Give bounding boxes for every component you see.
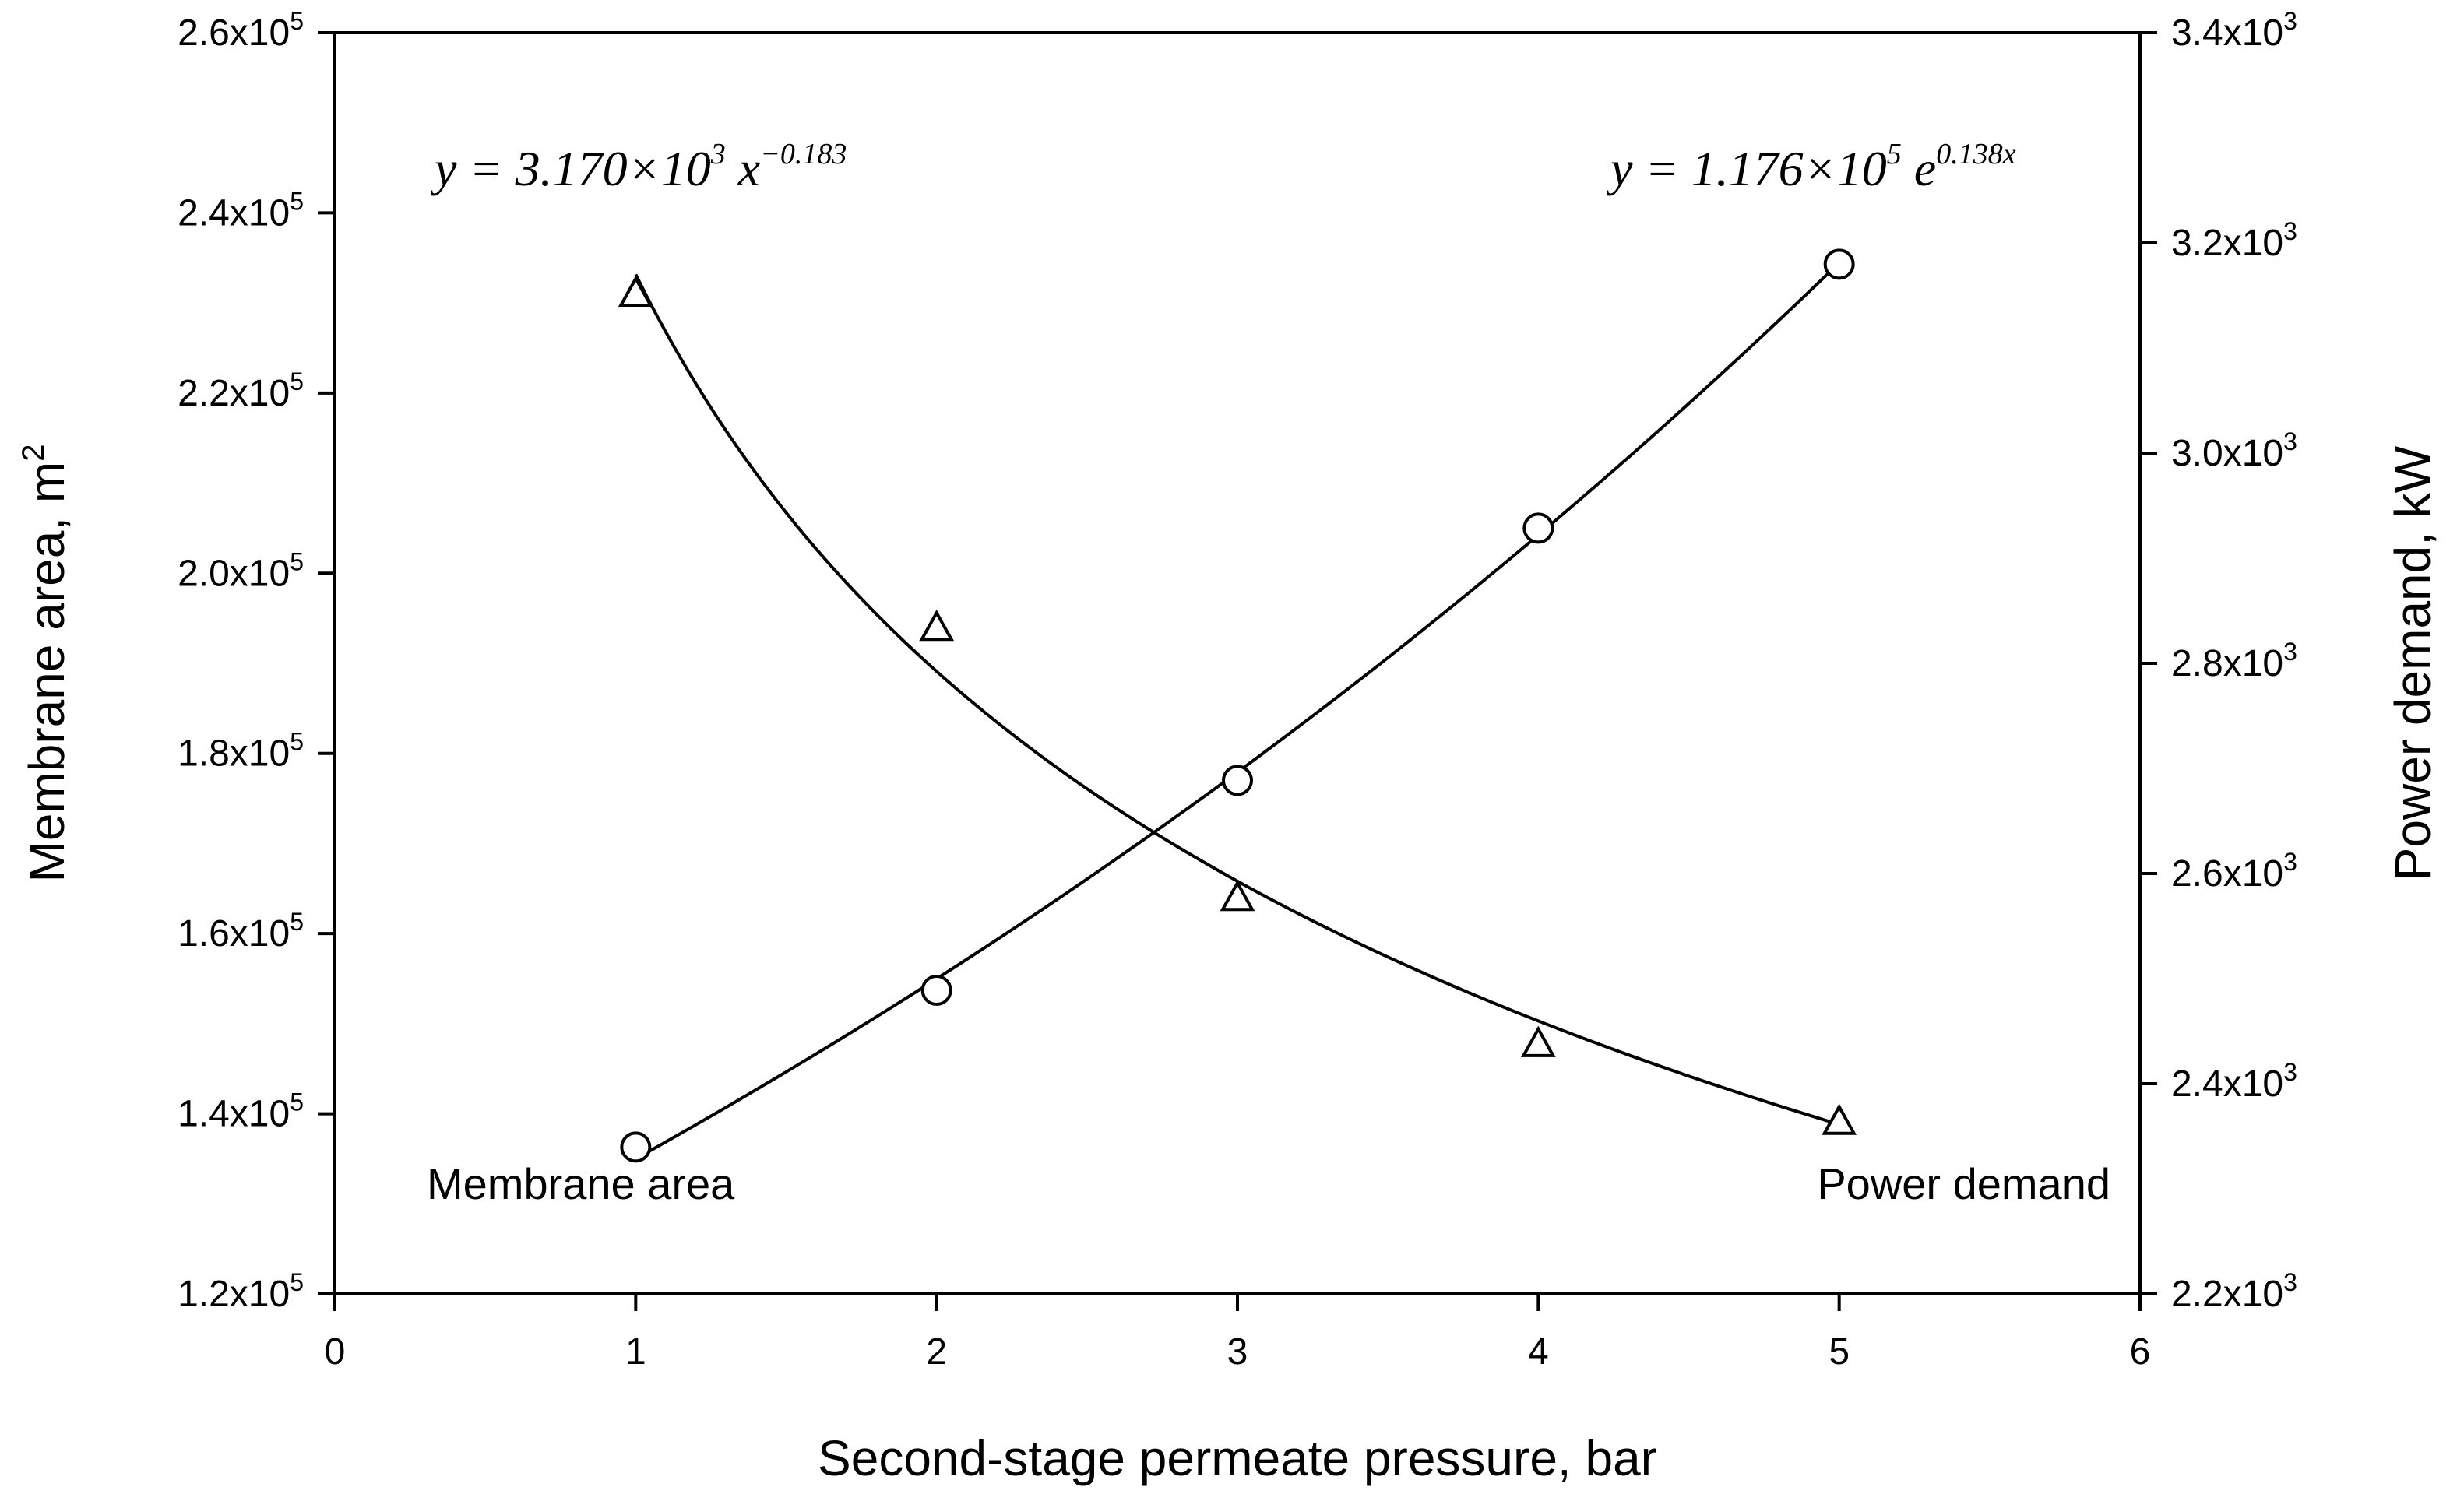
left-tick-label: 1.2x105 (178, 1268, 304, 1315)
x-tick-label: 1 (625, 1331, 646, 1373)
membrane-area-point (1522, 512, 1554, 544)
membrane-area-point (1222, 765, 1253, 796)
right-axis-ticks: 2.2x103 2.4x103 2.6x103 2.8x103 3.0x103 3.2x1… (2140, 7, 2297, 1315)
x-tick-label: 6 (2130, 1331, 2151, 1373)
x-tick-label: 4 (1528, 1331, 1549, 1373)
x-tick-label: 2 (926, 1331, 947, 1373)
left-axis-title: Membrane area, m2 (16, 445, 75, 883)
left-tick-label: 2.6x105 (178, 7, 304, 54)
power-fit-equation: y = 3.170×103 x−0.183 (430, 138, 847, 196)
x-tick-label: 3 (1227, 1331, 1248, 1373)
right-axis-title: Power demand, kW (2385, 445, 2441, 881)
power-demand-point (1220, 879, 1255, 912)
right-tick-label: 2.2x103 (2171, 1268, 2297, 1315)
right-tick-label: 3.4x103 (2171, 7, 2297, 54)
power-demand-markers (618, 275, 1857, 1135)
x-axis-ticks: 0 1 2 3 4 5 6 (325, 1294, 2151, 1373)
membrane-area-point (920, 975, 952, 1007)
power-demand-point (919, 609, 955, 642)
membrane-area-point (1823, 248, 1855, 280)
membrane-area-point (620, 1131, 652, 1163)
left-tick-label: 1.8x105 (178, 728, 304, 775)
power-demand-fit-curve (634, 273, 1840, 1127)
left-tick-label: 1.4x105 (178, 1088, 304, 1135)
power-demand-point (1822, 1103, 1857, 1135)
right-tick-label: 2.8x103 (2171, 638, 2297, 684)
power-demand-label: Power demand (1817, 1159, 2110, 1208)
exponential-fit-equation: y = 1.176×105 e0.138x (1606, 138, 2016, 196)
x-tick-label: 5 (1829, 1331, 1850, 1373)
left-tick-label: 2.2x105 (178, 367, 304, 414)
membrane-area-markers (620, 248, 1855, 1163)
power-demand-point (1520, 1025, 1556, 1057)
x-axis-title: Second-stage permeate pressure, bar (818, 1430, 1657, 1486)
left-tick-label: 1.6x105 (178, 908, 304, 954)
left-tick-label: 2.0x105 (178, 547, 304, 594)
plot-frame (333, 31, 2142, 1295)
power-demand-point (618, 275, 653, 307)
left-tick-label: 2.4x105 (178, 187, 304, 234)
x-tick-label: 0 (325, 1331, 346, 1373)
left-axis-ticks: 1.2x105 1.4x105 1.6x105 1.8x105 2.0x105 2.2x1… (178, 7, 335, 1315)
membrane-area-label: Membrane area (427, 1159, 735, 1208)
right-tick-label: 2.6x103 (2171, 848, 2297, 895)
right-tick-label: 3.0x103 (2171, 427, 2297, 474)
membrane-area-fit-curve (635, 262, 1841, 1161)
right-tick-label: 3.2x103 (2171, 217, 2297, 264)
right-tick-label: 2.4x103 (2171, 1058, 2297, 1105)
